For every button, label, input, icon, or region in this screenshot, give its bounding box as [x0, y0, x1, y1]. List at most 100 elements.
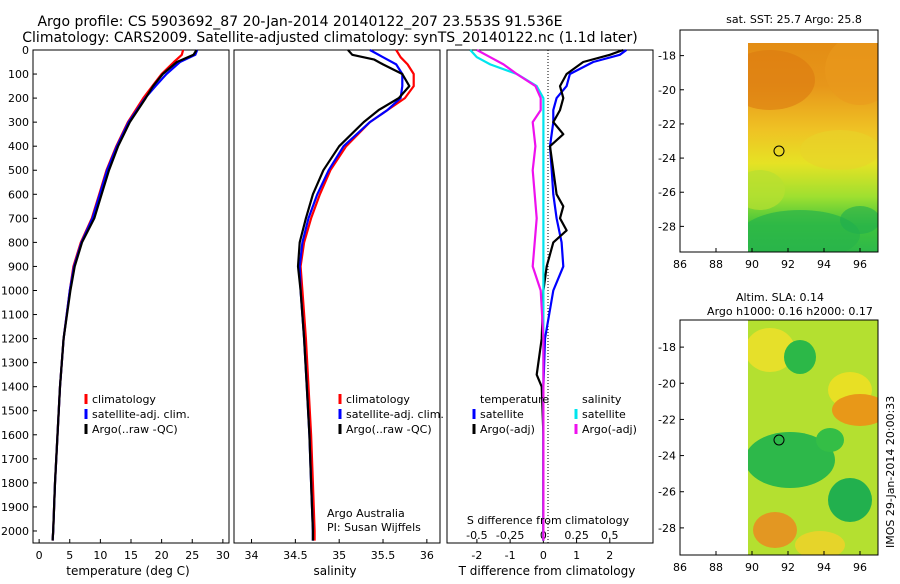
map-x-tick-label: 86: [673, 561, 687, 574]
depth-tick-label: 400: [8, 140, 29, 153]
series-line-satellite-adj-clim-: [51, 49, 199, 541]
x-tick-label: 35.5: [371, 549, 396, 562]
difference-lines: [469, 48, 628, 541]
map-x-tick-label: 86: [673, 258, 687, 271]
sla-map-border: [679, 319, 879, 556]
temperature-legend: climatology satellite-adj. clim. Argo(..…: [84, 393, 190, 436]
x-tick-label: 0: [36, 549, 43, 562]
depth-tick-label: 1200: [1, 333, 29, 346]
legend-label-satellite: satellite-adj. clim.: [92, 408, 190, 421]
s-difference-xlabel: S difference from climatology: [467, 514, 630, 527]
legend-label-argo: Argo(..raw -QC): [92, 423, 178, 436]
x-tick-label: 0: [540, 549, 547, 562]
map-x-tick-label: 96: [853, 561, 867, 574]
legend-heading-temperature: temperature: [480, 393, 549, 406]
sst-heatmap: [748, 43, 878, 252]
map-x-tick-label: 94: [817, 561, 831, 574]
credit-line-1: Argo Australia: [327, 507, 405, 520]
depth-axis: 0 100 200 300 400 500 600 700 800 900 1000 1100 1200…: [1, 44, 37, 538]
x-tick-label: -2: [471, 549, 482, 562]
map-y-tick-label: -28: [658, 220, 676, 233]
map-x-tick-label: 92: [781, 258, 795, 271]
depth-tick-label: 1900: [1, 501, 29, 514]
map-y-tick-label: -22: [658, 118, 676, 131]
x-tick-label: 5: [66, 549, 73, 562]
sst-map-border: [679, 29, 879, 253]
depth-tick-label: 1300: [1, 357, 29, 370]
x-tick-label: 30: [216, 549, 230, 562]
legend-label-argo: Argo(..raw -QC): [346, 423, 432, 436]
sla-argo-position-marker: [773, 434, 785, 446]
legend-label-climatology: climatology: [346, 393, 410, 406]
legend-label-satellite: satellite-adj. clim.: [346, 408, 444, 421]
legend-heading-salinity: salinity: [582, 393, 622, 406]
x-tick-label: 34.5: [283, 549, 308, 562]
timestamp-label: IMOS 29-Jan-2014 20:00:33: [884, 396, 897, 548]
depth-tick-label: 1000: [1, 284, 29, 297]
salinity-legend: climatology satellite-adj. clim. Argo(..…: [338, 393, 444, 436]
x2-tick-label: -0.5: [466, 529, 487, 542]
temperature-xlabel: temperature (deg C): [66, 564, 189, 578]
depth-tick-label: 800: [8, 236, 29, 249]
depth-tick-label: 200: [8, 92, 29, 105]
x2-tick-label: 0.25: [564, 529, 589, 542]
depth-tick-label: 500: [8, 164, 29, 177]
salinity-x-axis: 34 34.5 35 35.5 36: [245, 539, 434, 562]
depth-tick-label: 1400: [1, 381, 29, 394]
title-line-2: Climatology: CARS2009. Satellite-adjuste…: [22, 30, 637, 46]
temperature-x-axis: 0 5 10 15 20 25 30: [36, 539, 230, 562]
depth-tick-label: 300: [8, 116, 29, 129]
depth-tick-label: 1800: [1, 477, 29, 490]
map-x-tick-label: 90: [745, 258, 759, 271]
temperature-lines: [51, 49, 199, 541]
map-x-tick-label: 96: [853, 258, 867, 271]
series-line-salinity-argo-adj-: [476, 49, 545, 541]
map-y-tick-label: -20: [658, 84, 676, 97]
depth-tick-label: 0: [22, 44, 29, 57]
series-line-climatology: [51, 49, 185, 541]
t-difference-xlabel: T difference from climatology: [458, 564, 636, 578]
title-line-1: Argo profile: CS 5903692_87 20-Jan-2014 …: [37, 14, 562, 30]
depth-tick-label: 1700: [1, 453, 29, 466]
legend-label-t-satellite: satellite: [480, 408, 524, 421]
map-y-tick-label: -18: [658, 50, 676, 63]
x-tick-label: 34: [245, 549, 259, 562]
sla-heatmap: [748, 320, 878, 555]
depth-tick-label: 600: [8, 188, 29, 201]
map-y-tick-label: -24: [658, 450, 676, 463]
x-tick-label: 25: [185, 549, 199, 562]
map-y-tick-label: -20: [658, 377, 676, 390]
x-tick-label: 36: [420, 549, 434, 562]
x-tick-label: 10: [93, 549, 107, 562]
depth-tick-label: 1500: [1, 405, 29, 418]
map-x-tick-label: 88: [709, 258, 723, 271]
x2-tick-label: -0.25: [496, 529, 524, 542]
series-line-argo-raw-qc-: [296, 49, 411, 541]
depth-tick-label: 1100: [1, 309, 29, 322]
map-y-tick-label: -28: [658, 522, 676, 535]
x-tick-label: -1: [505, 549, 516, 562]
x-tick-label: 20: [155, 549, 169, 562]
map-x-tick-label: 94: [817, 258, 831, 271]
x-tick-label: 35: [332, 549, 346, 562]
x2-tick-label: 0.5: [601, 529, 619, 542]
difference-x-axis: -2 -1 0 1 2: [471, 539, 613, 562]
map-y-tick-label: -24: [658, 152, 676, 165]
sla-title-2: Argo h1000: 0.16 h2000: 0.17: [707, 305, 873, 318]
map-y-tick-label: -26: [658, 486, 676, 499]
temperature-panel: [32, 49, 230, 544]
map-y-tick-label: -26: [658, 186, 676, 199]
sst-argo-position-marker: [773, 145, 785, 157]
x-tick-label: 15: [124, 549, 138, 562]
salinity-lines: [296, 49, 415, 541]
x-tick-label: 1: [573, 549, 580, 562]
salinity-xlabel: salinity: [313, 564, 356, 578]
series-line-climatology: [299, 49, 415, 541]
map-x-tick-label: 88: [709, 561, 723, 574]
map-y-tick-label: -22: [658, 413, 676, 426]
map-x-tick-label: 90: [745, 561, 759, 574]
depth-tick-label: 700: [8, 212, 29, 225]
legend-label-climatology: climatology: [92, 393, 156, 406]
credit-line-2: PI: Susan Wijffels: [327, 521, 421, 534]
